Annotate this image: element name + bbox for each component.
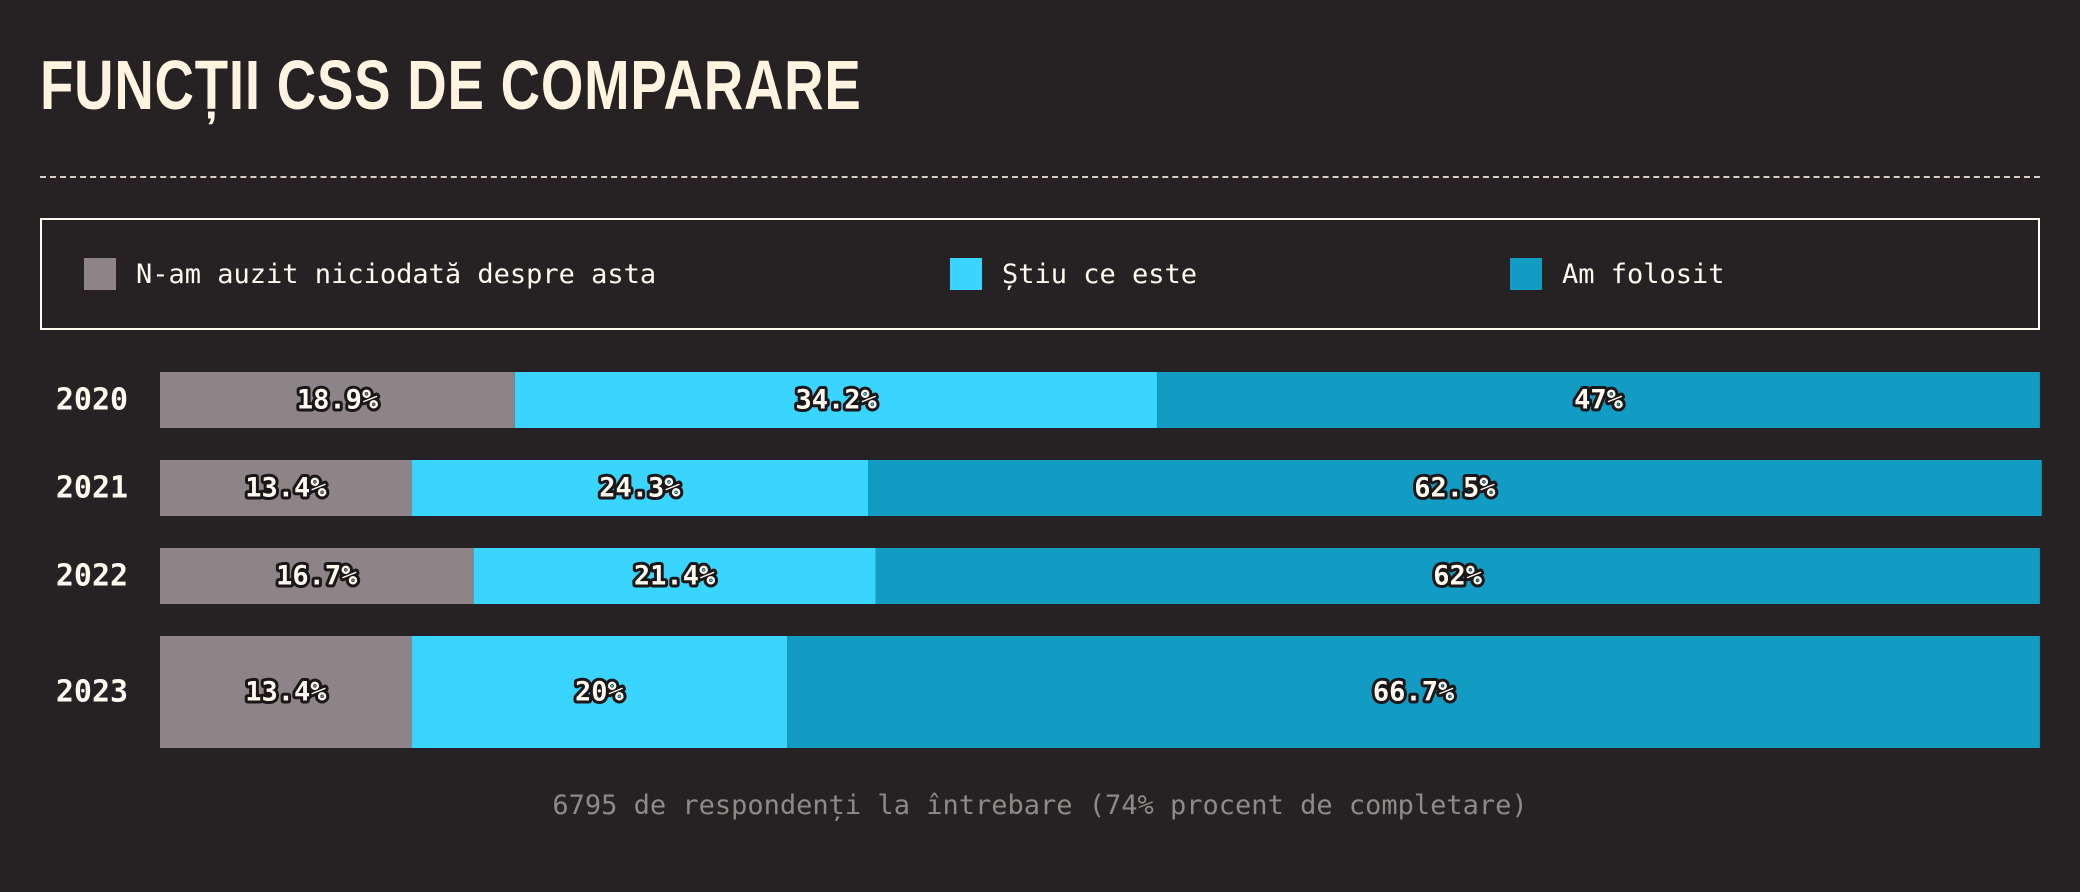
legend-item-never-heard[interactable]: N-am auzit niciodată despre asta [84, 220, 656, 328]
bar-segment-2021-never-heard[interactable] [160, 460, 412, 516]
chart-title: FUNCȚII CSS DE COMPARARE [40, 46, 862, 124]
data-label-2022-used-it: 62% [1433, 561, 1483, 592]
data-label-2021-never-heard: 13.4% [245, 473, 327, 504]
legend: N-am auzit niciodată despre asta Știu ce… [40, 218, 2040, 330]
data-label-2021-used-it: 62.5% [1414, 473, 1496, 504]
legend-swatch-used-it [1510, 258, 1542, 290]
title-divider [40, 176, 2040, 178]
bar-segment-2023-know-what-it-is[interactable] [411, 636, 788, 748]
category-label-2022: 2022 [56, 559, 128, 594]
legend-label-never-heard: N-am auzit niciodată despre asta [136, 258, 657, 290]
legend-swatch-know-what-it-is [950, 258, 982, 290]
data-label-2020-never-heard: 18.9% [297, 385, 379, 416]
data-label-2020-used-it: 47% [1574, 385, 1624, 416]
legend-label-used-it: Am folosit [1562, 258, 1725, 290]
stacked-bar-chart: 2020 18.9% 34.2% 47% 2021 13.4% 24.3% 62.5% 2022… [56, 372, 2042, 748]
bar-segment-2023-used-it[interactable] [787, 636, 2040, 748]
bar-segment-2020-know-what-it-is[interactable] [514, 372, 1158, 428]
category-label-2023: 2023 [56, 675, 128, 710]
category-label-2020: 2020 [56, 383, 128, 418]
category-label-2021: 2021 [56, 471, 128, 506]
data-label-2022-know-what-it-is: 21.4% [634, 561, 716, 592]
bar-segment-2021-know-what-it-is[interactable] [411, 460, 868, 516]
data-label-2023-used-it: 66.7% [1373, 677, 1455, 708]
bar-segment-2020-used-it[interactable] [1157, 372, 2040, 428]
legend-label-know-what-it-is: Știu ce este [1002, 258, 1198, 290]
data-label-2021-know-what-it-is: 24.3% [599, 473, 681, 504]
bar-segment-2022-used-it[interactable] [875, 548, 2040, 604]
data-label-2022-never-heard: 16.7% [276, 561, 358, 592]
legend-item-know-what-it-is[interactable]: Știu ce este [950, 220, 1197, 328]
data-label-2023-never-heard: 13.4% [245, 677, 327, 708]
legend-swatch-never-heard [84, 258, 116, 290]
respondents-footnote: 6795 de respondenți la întrebare (74% pr… [552, 790, 1528, 821]
bar-segment-2021-used-it[interactable] [868, 460, 2042, 516]
data-label-2020-know-what-it-is: 34.2% [795, 385, 877, 416]
data-label-2023-know-what-it-is: 20% [575, 677, 625, 708]
bar-segment-2022-never-heard[interactable] [160, 548, 474, 604]
bar-segment-2022-know-what-it-is[interactable] [473, 548, 876, 604]
bar-segment-2023-never-heard[interactable] [160, 636, 412, 748]
legend-item-used-it[interactable]: Am folosit [1510, 220, 1725, 328]
bar-segment-2020-never-heard[interactable] [160, 372, 515, 428]
